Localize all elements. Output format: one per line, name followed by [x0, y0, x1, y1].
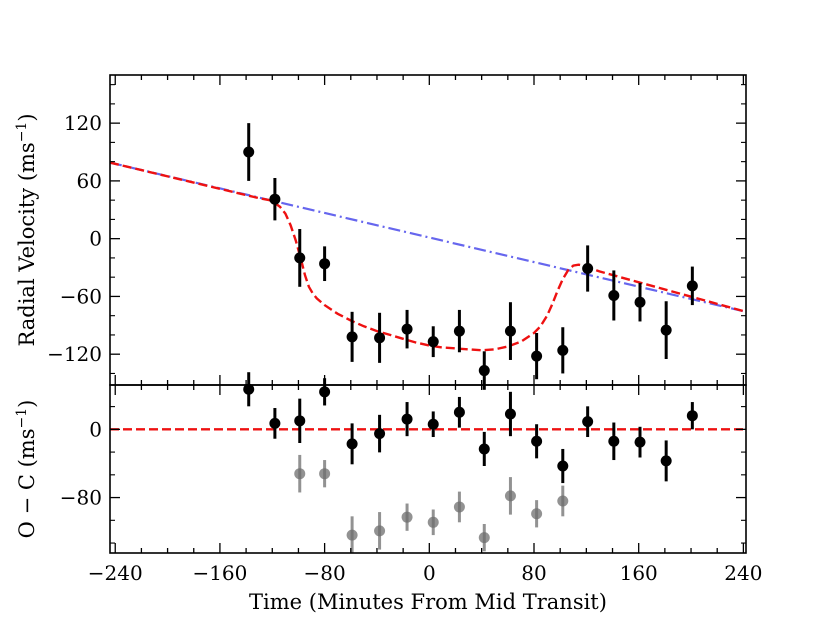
bottom-y-axis-label: O − C (ms−1): [14, 400, 39, 539]
residual-point: [582, 416, 594, 428]
top-data-points: [243, 123, 698, 390]
top-ytick-label: 120: [64, 111, 102, 135]
bottom-panel: 0 −80 −240 −160 −80 0 80 160 240 O − C (ms−1) Ti…: [14, 372, 762, 614]
residual-point: [346, 438, 358, 450]
rv-point: [686, 280, 698, 292]
bottom-xtick-label: 160: [620, 561, 658, 585]
residual-point: [608, 435, 620, 447]
residual-point: [427, 418, 439, 430]
bottom-xtick-label: −240: [88, 561, 143, 585]
top-y-axis-label-main: Radial Velocity (ms: [15, 142, 39, 346]
rv-point: [557, 344, 569, 356]
top-y-axis-label-sup: −1: [14, 122, 30, 143]
uncorrected-point: [504, 490, 516, 502]
bottom-panel-frame: [109, 384, 747, 554]
top-ytick-label: 0: [89, 227, 102, 251]
rv-point: [478, 365, 490, 377]
top-panel-frame: [109, 74, 747, 386]
rv-point: [269, 193, 281, 205]
residual-point: [269, 417, 281, 429]
residual-point: [557, 460, 569, 472]
rv-point: [453, 325, 465, 337]
top-y-axis-label-close: ): [15, 113, 39, 121]
rv-point: [531, 350, 543, 362]
uncorrected-point: [374, 525, 386, 537]
uncorrected-point: [478, 532, 490, 544]
top-ytick-label: −60: [60, 284, 102, 308]
rv-point: [427, 336, 439, 348]
x-axis-label: Time (Minutes From Mid Transit): [249, 590, 607, 614]
top-ytick-label: 60: [77, 169, 102, 193]
residual-point: [660, 455, 672, 467]
uncorrected-point: [346, 529, 358, 541]
top-model-lines: [110, 161, 746, 352]
residual-point: [401, 413, 413, 425]
bottom-xtick-label: 0: [423, 561, 436, 585]
uncorrected-point: [294, 468, 306, 480]
rm-model-curve: [110, 161, 746, 352]
bottom-ytick-label: 0: [89, 417, 102, 441]
top-panel: 120 60 0 −60 −120 Radial Velocity (ms−1): [14, 74, 747, 390]
bottom-y-axis-label-main: O − C (ms: [15, 429, 39, 539]
rv-point: [504, 325, 516, 337]
rv-point: [243, 146, 255, 158]
uncorrected-point: [319, 468, 331, 480]
rv-point: [608, 289, 620, 301]
rv-point: [660, 324, 672, 336]
uncorrected-point: [557, 495, 569, 507]
top-ytick-label: −120: [47, 342, 102, 366]
residual-point: [294, 415, 306, 427]
rv-point: [634, 296, 646, 308]
bottom-y-axis-label-close: ): [15, 400, 39, 408]
bottom-residual-points: [243, 372, 698, 484]
residual-point: [531, 435, 543, 447]
rv-point: [582, 263, 594, 275]
residual-point: [478, 443, 490, 455]
bottom-xtick-label: −80: [304, 561, 346, 585]
rv-point: [374, 332, 386, 344]
residual-point: [686, 410, 698, 422]
bottom-xtick-label: −160: [192, 561, 247, 585]
residual-point: [374, 428, 386, 440]
residual-point: [504, 408, 516, 420]
uncorrected-point: [531, 508, 543, 520]
rv-point: [346, 331, 358, 343]
rv-point: [319, 258, 331, 270]
bottom-ticks: 0 −80 −240 −160 −80 0 80 160 240: [60, 385, 762, 585]
bottom-xtick-label: 240: [724, 561, 762, 585]
rv-point: [294, 252, 306, 264]
top-y-axis-label: Radial Velocity (ms−1): [14, 113, 39, 346]
uncorrected-point: [401, 511, 413, 523]
top-ticks: 120 60 0 −60 −120: [47, 75, 746, 385]
bottom-xtick-label: 80: [521, 561, 546, 585]
rv-point: [401, 323, 413, 335]
bottom-ytick-label: −80: [60, 486, 102, 510]
residual-point: [634, 436, 646, 448]
uncorrected-point: [427, 516, 439, 528]
residual-point: [453, 406, 465, 418]
bottom-gray-points: [294, 454, 569, 553]
uncorrected-point: [453, 501, 465, 513]
bottom-y-axis-label-sup: −1: [14, 408, 30, 429]
